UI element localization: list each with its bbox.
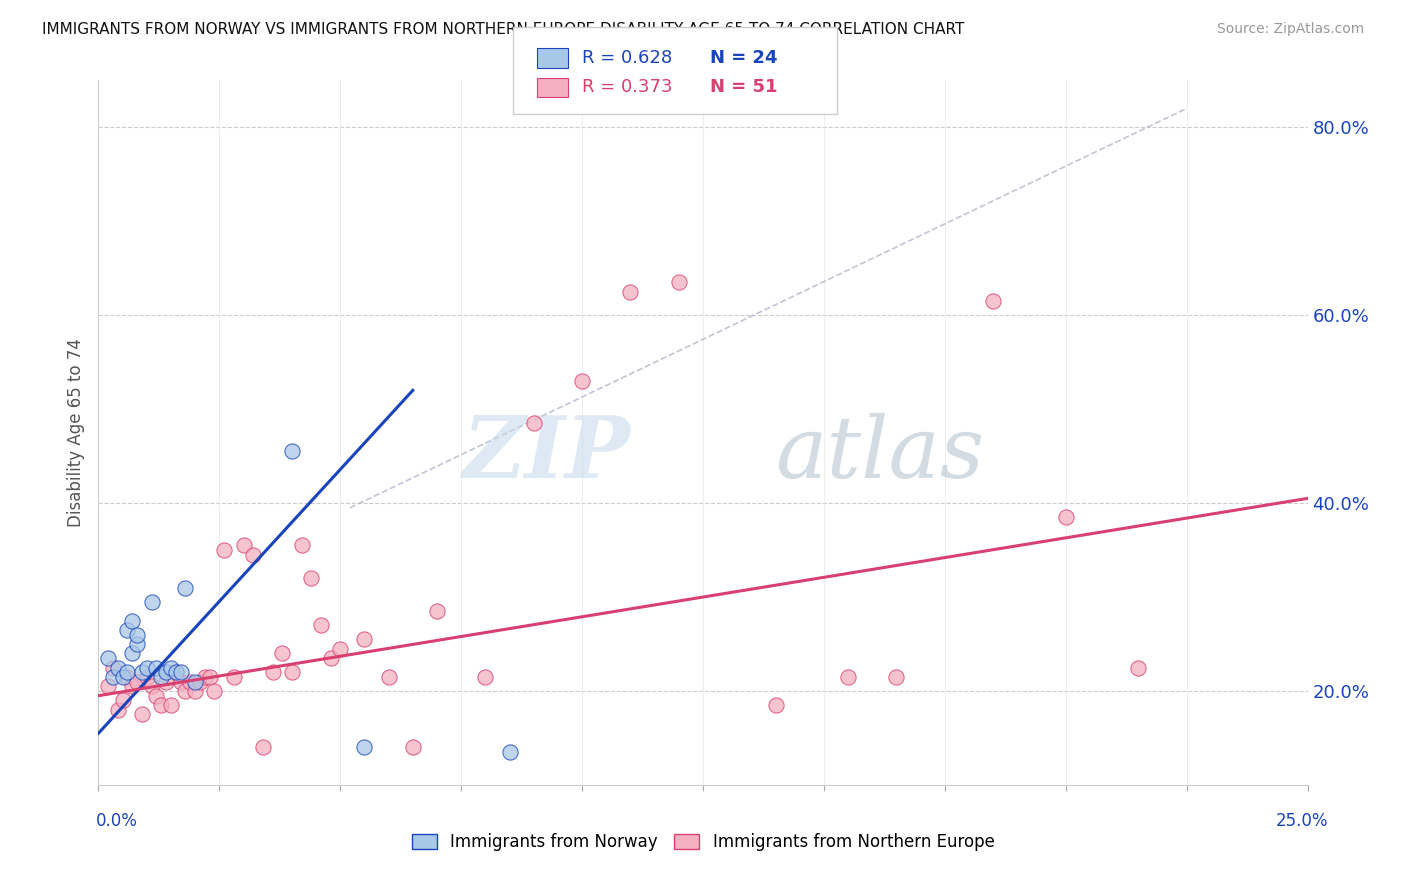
Point [165, 665, 187, 680]
Point [299, 571, 322, 585]
Point [353, 632, 375, 647]
Point [174, 581, 197, 595]
Point [426, 604, 449, 618]
Point [262, 665, 284, 680]
Point [97, 651, 120, 665]
Point [101, 660, 124, 674]
Point [141, 595, 163, 609]
Point [319, 651, 342, 665]
Point [165, 665, 187, 680]
Text: 25.0%: 25.0% [1277, 812, 1329, 830]
Point [402, 740, 425, 755]
Point [111, 693, 134, 707]
Point [155, 674, 177, 689]
Point [194, 670, 217, 684]
Point [242, 548, 264, 562]
Point [179, 674, 201, 689]
Point [174, 684, 197, 698]
Point [1128, 660, 1150, 674]
Point [135, 660, 157, 674]
Text: atlas: atlas [776, 412, 984, 495]
Point [117, 665, 139, 680]
Point [131, 665, 153, 680]
Point [150, 670, 173, 684]
Point [353, 740, 375, 755]
Point [281, 665, 304, 680]
Point [160, 660, 183, 674]
Point [107, 703, 129, 717]
Point [111, 670, 134, 684]
Text: ZIP: ZIP [463, 412, 630, 496]
Point [281, 444, 304, 458]
Point [117, 670, 139, 684]
Text: N = 24: N = 24 [710, 49, 778, 67]
Point [198, 670, 221, 684]
Text: Source: ZipAtlas.com: Source: ZipAtlas.com [1216, 22, 1364, 37]
Point [668, 275, 690, 289]
Point [765, 698, 787, 712]
Legend: Immigrants from Norway, Immigrants from Northern Europe: Immigrants from Norway, Immigrants from … [405, 826, 1001, 858]
Point [212, 543, 235, 558]
Point [145, 660, 167, 674]
Point [619, 285, 641, 299]
Point [204, 684, 226, 698]
Text: N = 51: N = 51 [710, 78, 778, 96]
Point [127, 627, 149, 641]
Point [252, 740, 274, 755]
Text: 0.0%: 0.0% [96, 812, 138, 830]
Text: R = 0.373: R = 0.373 [582, 78, 672, 96]
Point [184, 674, 207, 689]
Point [121, 614, 143, 628]
Point [474, 670, 496, 684]
Point [127, 637, 149, 651]
Point [121, 647, 143, 661]
Point [1054, 510, 1077, 524]
Text: IMMIGRANTS FROM NORWAY VS IMMIGRANTS FROM NORTHERN EUROPE DISABILITY AGE 65 TO 7: IMMIGRANTS FROM NORWAY VS IMMIGRANTS FRO… [42, 22, 965, 37]
Point [981, 294, 1004, 309]
Point [232, 538, 254, 552]
Point [523, 416, 546, 430]
Point [121, 679, 143, 693]
Point [271, 647, 294, 661]
Point [97, 679, 120, 693]
Point [135, 670, 157, 684]
Point [107, 660, 129, 674]
Point [101, 670, 124, 684]
Point [184, 684, 207, 698]
Point [160, 698, 183, 712]
Point [377, 670, 399, 684]
Point [117, 623, 139, 637]
Point [169, 665, 191, 680]
Point [145, 689, 167, 703]
Point [571, 374, 593, 388]
Point [188, 674, 211, 689]
Point [290, 538, 312, 552]
Point [131, 707, 153, 722]
Point [150, 698, 173, 712]
Point [222, 670, 245, 684]
Point [169, 674, 191, 689]
Point [498, 745, 520, 759]
Point [155, 665, 177, 680]
Point [329, 641, 352, 656]
Text: R = 0.628: R = 0.628 [582, 49, 672, 67]
Y-axis label: Disability Age 65 to 74: Disability Age 65 to 74 [66, 338, 84, 527]
Point [837, 670, 859, 684]
Point [309, 618, 332, 632]
Point [141, 679, 163, 693]
Point [886, 670, 908, 684]
Point [127, 674, 149, 689]
